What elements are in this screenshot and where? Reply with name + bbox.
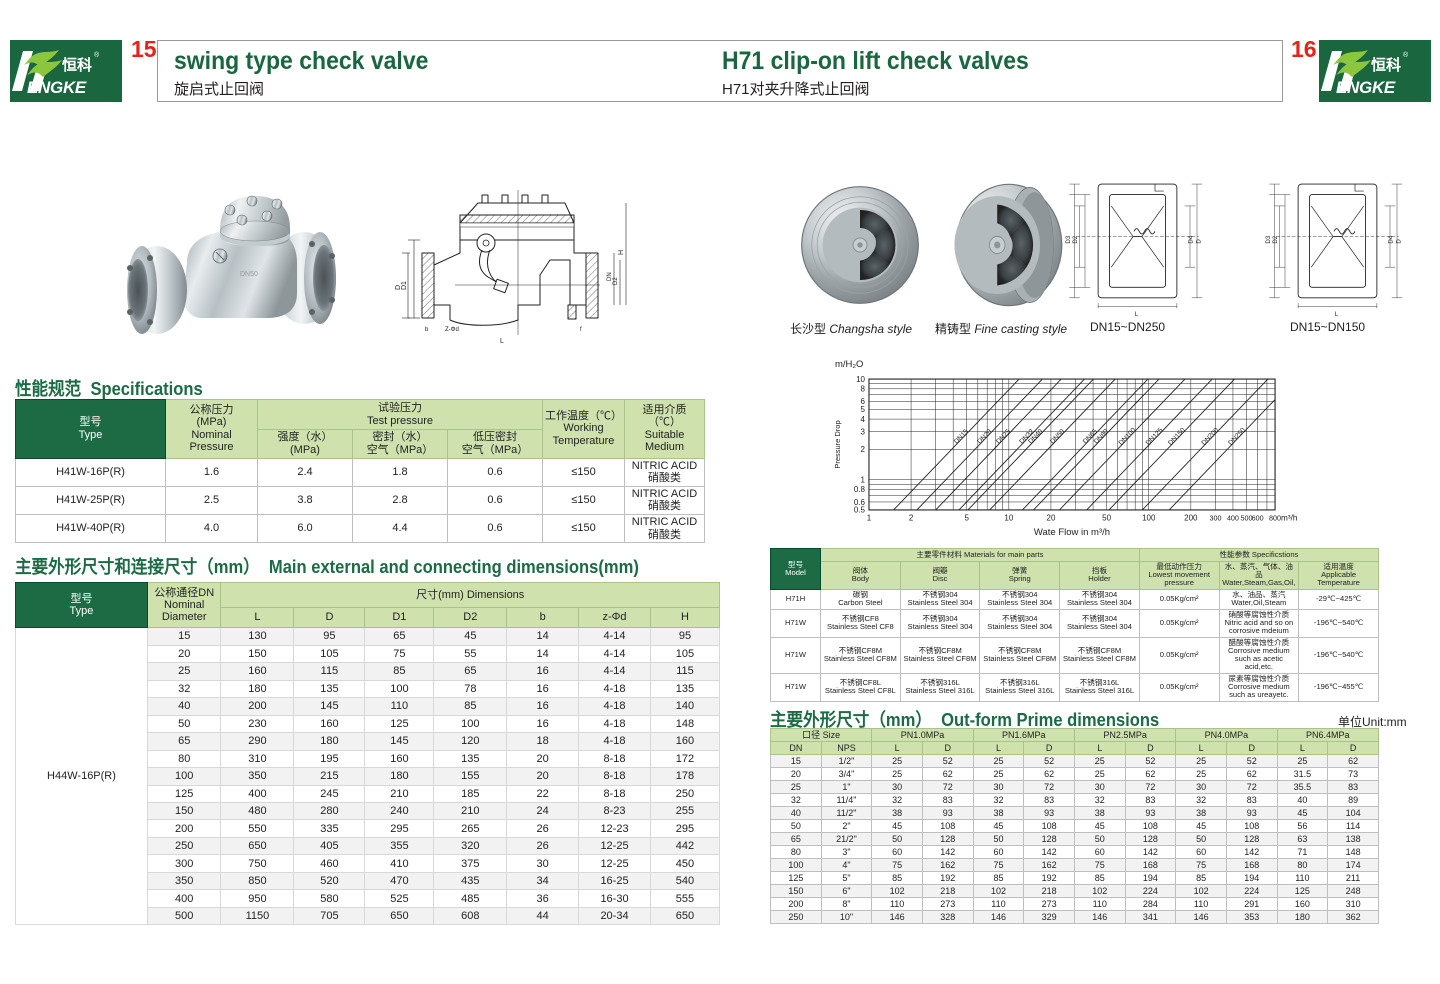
svg-text:600: 600 xyxy=(1251,513,1263,522)
svg-text:m/H₂O: m/H₂O xyxy=(834,359,862,370)
svg-text:50: 50 xyxy=(1102,513,1111,522)
svg-text:8: 8 xyxy=(860,385,865,394)
svg-text:6: 6 xyxy=(860,397,865,406)
svg-text:200: 200 xyxy=(1184,513,1198,522)
svg-text:100: 100 xyxy=(1142,513,1156,522)
svg-text:D4: D4 xyxy=(1388,235,1395,243)
svg-text:2: 2 xyxy=(908,513,913,522)
svg-text:D4: D4 xyxy=(1188,235,1195,243)
svg-text:Pressure Drop: Pressure Drop xyxy=(832,420,841,468)
svg-text:0.5: 0.5 xyxy=(853,506,865,515)
svg-text:20: 20 xyxy=(1046,513,1055,522)
svg-text:2: 2 xyxy=(860,445,865,454)
svg-text:800: 800 xyxy=(1269,513,1281,522)
svg-text:Wate Flow in m³/h: Wate Flow in m³/h xyxy=(1033,527,1109,538)
svg-text:0.8: 0.8 xyxy=(853,485,865,494)
svg-text:L: L xyxy=(1335,311,1339,318)
svg-text:400: 400 xyxy=(1226,513,1238,522)
svg-text:D2: D2 xyxy=(1272,235,1279,243)
svg-text:D3: D3 xyxy=(1265,235,1272,243)
svg-text:D2: D2 xyxy=(1072,235,1079,243)
svg-text:10: 10 xyxy=(856,375,865,384)
svg-text:5: 5 xyxy=(964,513,969,522)
svg-text:1: 1 xyxy=(866,513,871,522)
svg-text:0.6: 0.6 xyxy=(853,498,865,507)
svg-text:D: D xyxy=(1196,239,1203,244)
svg-text:3: 3 xyxy=(860,427,865,436)
svg-text:D: D xyxy=(1396,239,1403,244)
svg-text:1: 1 xyxy=(860,475,865,484)
svg-text:5: 5 xyxy=(860,405,865,414)
svg-text:m³/h: m³/h xyxy=(1281,513,1298,522)
svg-text:10: 10 xyxy=(1004,513,1013,522)
svg-text:L: L xyxy=(1135,311,1139,318)
svg-text:D3: D3 xyxy=(1065,235,1072,243)
svg-text:300: 300 xyxy=(1209,513,1221,522)
svg-text:4: 4 xyxy=(860,415,865,424)
